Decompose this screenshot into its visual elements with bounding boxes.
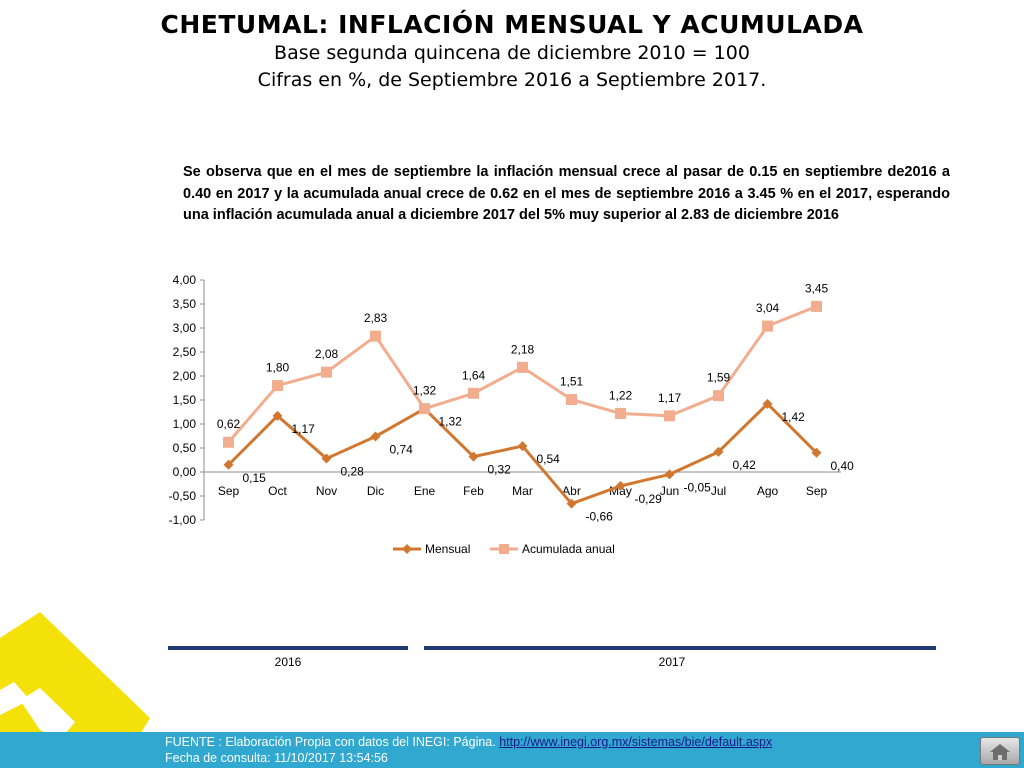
data-label-mensual: 1,17 bbox=[292, 422, 316, 436]
point-mensual bbox=[223, 459, 234, 470]
point-acumulada bbox=[419, 403, 430, 415]
x-tick-label: Dic bbox=[367, 484, 384, 498]
point-acumulada bbox=[615, 407, 626, 419]
point-acumulada bbox=[370, 330, 381, 342]
point-acumulada bbox=[468, 387, 479, 399]
home-button[interactable] bbox=[980, 737, 1020, 765]
x-tick-label: Nov bbox=[316, 484, 337, 498]
data-label-mensual: -0,29 bbox=[635, 492, 663, 506]
year-bar-2017 bbox=[424, 646, 936, 650]
y-tick-label: 0,50 bbox=[173, 441, 197, 455]
data-label-acumulada: 0,62 bbox=[217, 417, 241, 431]
point-mensual bbox=[517, 441, 528, 452]
x-tick-label: Mar bbox=[512, 484, 533, 498]
point-mensual bbox=[370, 431, 381, 442]
data-label-acumulada: 1,22 bbox=[609, 388, 633, 402]
legend-label-acumulada: Acumulada anual bbox=[522, 542, 615, 556]
data-label-mensual: 1,32 bbox=[439, 415, 463, 429]
data-label-mensual: 0,15 bbox=[243, 471, 267, 485]
y-tick-label: 0,00 bbox=[173, 465, 197, 479]
year-bar-2016 bbox=[168, 646, 408, 650]
page-subtitle-base: Base segunda quincena de diciembre 2010 … bbox=[274, 42, 750, 64]
data-label-mensual: -0,05 bbox=[684, 480, 712, 494]
description-paragraph: Se observa que en el mes de septiembre l… bbox=[183, 164, 950, 223]
data-label-acumulada: 2,18 bbox=[511, 342, 535, 356]
data-label-acumulada: 1,32 bbox=[413, 384, 437, 398]
point-mensual bbox=[811, 447, 822, 458]
point-mensual bbox=[664, 469, 675, 480]
footer-consult-date: Fecha de consulta: 11/10/2017 13:54:56 bbox=[165, 751, 388, 765]
y-tick-label: -0,50 bbox=[169, 489, 197, 503]
data-label-mensual: 0,42 bbox=[733, 458, 757, 472]
data-label-acumulada: 1,59 bbox=[707, 371, 731, 385]
point-mensual bbox=[713, 446, 724, 457]
home-icon bbox=[990, 744, 1010, 760]
point-acumulada bbox=[713, 390, 724, 402]
legend-marker-acumulada bbox=[499, 544, 509, 554]
data-label-mensual: 0,74 bbox=[390, 442, 414, 456]
x-tick-label: Feb bbox=[463, 484, 484, 498]
data-label-acumulada: 1,80 bbox=[266, 361, 290, 375]
point-acumulada bbox=[762, 320, 773, 332]
x-tick-label: Oct bbox=[268, 484, 287, 498]
x-tick-label: Sep bbox=[806, 484, 828, 498]
point-mensual bbox=[321, 453, 332, 464]
data-label-acumulada: 1,17 bbox=[658, 391, 682, 405]
year-label-2016: 2016 bbox=[274, 655, 302, 669]
footer-source-prefix: FUENTE : Elaboración Propia con datos de… bbox=[165, 735, 500, 749]
point-mensual bbox=[566, 498, 577, 509]
point-acumulada bbox=[272, 380, 283, 392]
y-tick-label: 3,00 bbox=[173, 321, 197, 335]
point-acumulada bbox=[664, 410, 675, 422]
y-tick-label: -1,00 bbox=[169, 513, 197, 527]
y-tick-label: 1,00 bbox=[173, 417, 197, 431]
point-acumulada bbox=[321, 366, 332, 378]
point-mensual bbox=[468, 451, 479, 462]
data-label-mensual: 0,54 bbox=[537, 452, 561, 466]
data-label-acumulada: 1,51 bbox=[560, 375, 584, 389]
data-label-mensual: -0,66 bbox=[586, 510, 614, 524]
data-label-mensual: 0,28 bbox=[341, 465, 365, 479]
x-tick-label: Abr bbox=[562, 484, 581, 498]
x-tick-label: Sep bbox=[218, 484, 240, 498]
data-label-mensual: 0,32 bbox=[488, 463, 512, 477]
legend-marker-mensual bbox=[402, 544, 412, 554]
y-tick-label: 2,50 bbox=[173, 345, 197, 359]
data-label-acumulada: 2,83 bbox=[364, 311, 388, 325]
footer-source: FUENTE : Elaboración Propia con datos de… bbox=[165, 735, 772, 749]
y-tick-label: 1,50 bbox=[173, 393, 197, 407]
point-acumulada bbox=[223, 436, 234, 448]
point-mensual bbox=[272, 410, 283, 421]
y-tick-label: 4,00 bbox=[173, 273, 197, 287]
x-tick-label: Jul bbox=[711, 484, 726, 498]
year-label-2017: 2017 bbox=[658, 655, 686, 669]
point-mensual bbox=[615, 480, 626, 491]
page-subtitle-range: Cifras en %, de Septiembre 2016 a Septie… bbox=[257, 69, 767, 91]
data-label-mensual: 0,40 bbox=[831, 459, 855, 473]
data-label-acumulada: 1,64 bbox=[462, 368, 486, 382]
x-tick-label: Jun bbox=[660, 484, 679, 498]
data-label-acumulada: 3,04 bbox=[756, 301, 780, 315]
legend-label-mensual: Mensual bbox=[425, 542, 470, 556]
inegi-link[interactable]: http://www.inegi.org.mx/sistemas/bie/def… bbox=[499, 735, 773, 749]
point-acumulada bbox=[811, 300, 822, 312]
point-acumulada bbox=[566, 394, 577, 406]
point-mensual bbox=[762, 398, 773, 409]
x-tick-label: Ago bbox=[757, 484, 779, 498]
footer-bar: FUENTE : Elaboración Propia con datos de… bbox=[0, 732, 1024, 768]
data-label-mensual: 1,42 bbox=[782, 410, 806, 424]
x-tick-label: Ene bbox=[414, 484, 436, 498]
data-label-acumulada: 3,45 bbox=[805, 281, 829, 295]
page-title: CHETUMAL: INFLACIÓN MENSUAL Y ACUMULADA bbox=[160, 10, 864, 39]
point-acumulada bbox=[517, 361, 528, 373]
y-tick-label: 2,00 bbox=[173, 369, 197, 383]
data-label-acumulada: 2,08 bbox=[315, 347, 339, 361]
y-tick-label: 3,50 bbox=[173, 297, 197, 311]
diamond-logo bbox=[0, 612, 150, 768]
